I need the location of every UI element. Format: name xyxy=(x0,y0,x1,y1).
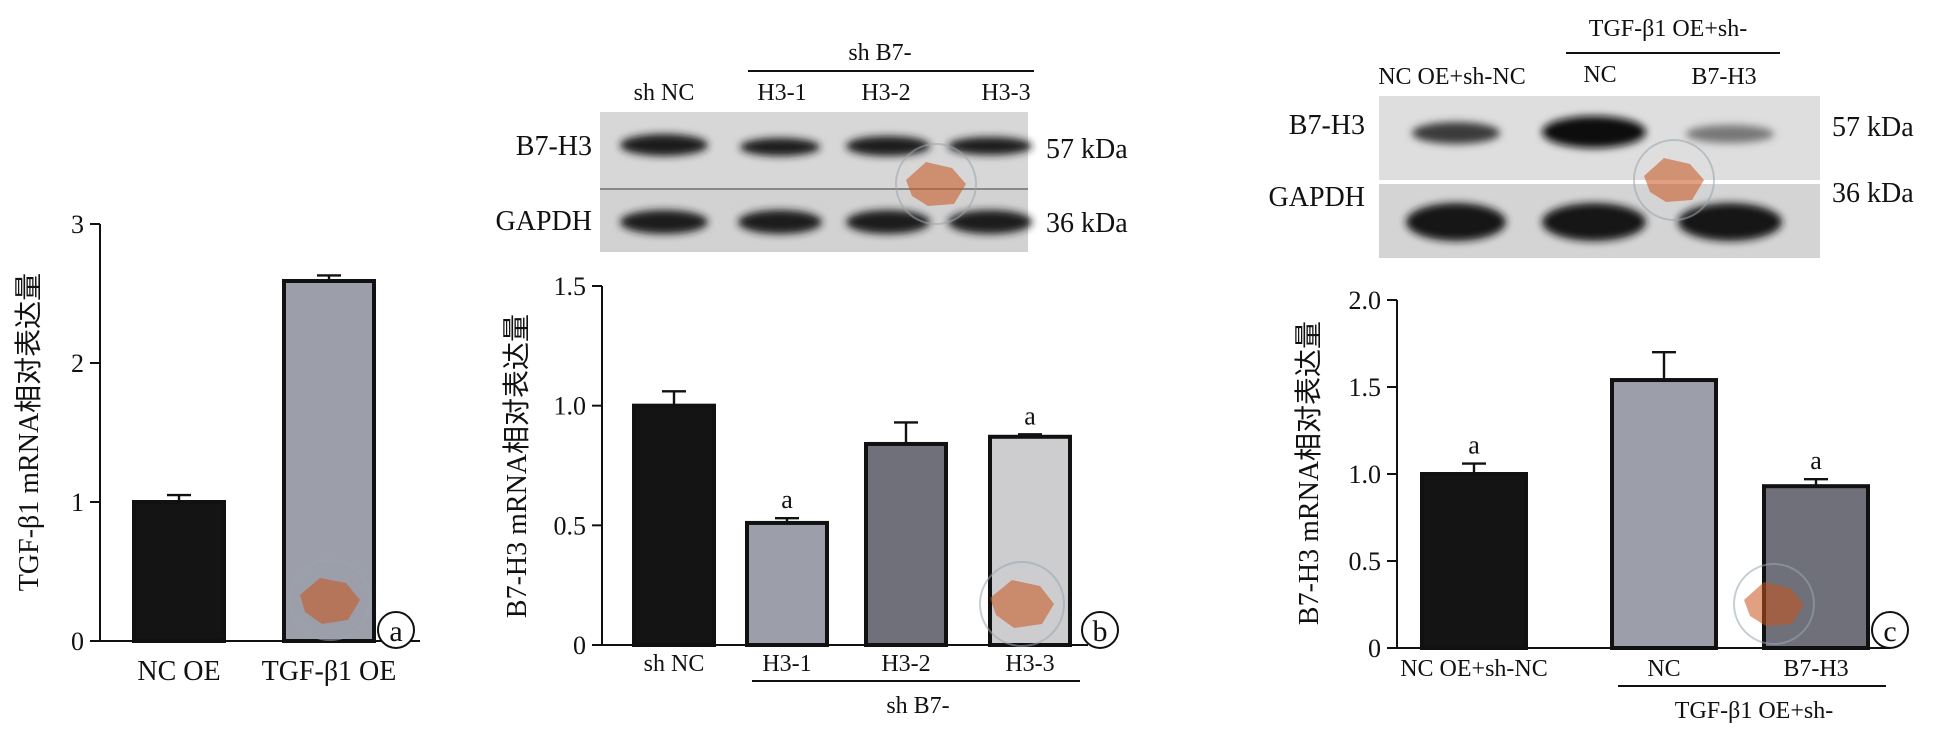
bar xyxy=(745,520,829,647)
y-tick-label: 0 xyxy=(71,627,84,656)
y-axis-label: B7-H3 mRNA相对表达量 xyxy=(1293,321,1325,625)
y-tick-label: 0.5 xyxy=(1349,547,1382,576)
blot-c-group-label: TGF-β1 OE+sh- xyxy=(1589,16,1747,42)
watermark-seal xyxy=(979,561,1065,647)
blot-b-lane-label: H3-2 xyxy=(861,80,910,106)
y-tick-label: 1.0 xyxy=(554,392,587,421)
x-tick-label: sh NC xyxy=(644,651,705,677)
y-tick-label: 0 xyxy=(573,631,586,660)
x-tick-label: NC xyxy=(1647,656,1680,682)
y-axis-label: B7-H3 mRNA相对表达量 xyxy=(501,314,533,618)
x-tick-label: TGF-β1 OE xyxy=(262,656,397,687)
blot-c-band xyxy=(1542,116,1646,148)
blot-c-lane-label: NC OE+sh-NC xyxy=(1378,64,1526,90)
panel-b-letter-text: b xyxy=(1093,615,1108,648)
blot-b-row-label: B7-H3 xyxy=(516,131,592,162)
blot-b-kda-label: 36 kDa xyxy=(1046,208,1128,239)
chart-b-group-label: sh B7- xyxy=(886,693,949,719)
x-tick-label: NC OE+sh-NC xyxy=(1400,656,1548,682)
y-tick-label: 2 xyxy=(71,349,84,378)
blot-b-band xyxy=(740,138,820,156)
blot-b-band xyxy=(620,134,708,156)
y-tick-label: 3 xyxy=(71,210,84,239)
blot-c-band xyxy=(1542,203,1646,241)
x-tick-label: B7-H3 xyxy=(1783,656,1848,682)
significance-label: a xyxy=(781,485,793,514)
watermark-seal xyxy=(1633,139,1715,221)
blot-c-band xyxy=(1406,203,1506,241)
blot-c-lane-label: B7-H3 xyxy=(1691,64,1756,90)
watermark-seal xyxy=(1733,563,1815,645)
blot-b-lane-label: H3-3 xyxy=(981,80,1030,106)
blot-b-kda-label: 57 kDa xyxy=(1046,134,1128,165)
significance-label: a xyxy=(1468,431,1480,460)
blot-c-row-label: B7-H3 xyxy=(1289,110,1365,141)
y-tick-label: 0.5 xyxy=(554,511,587,540)
blot-b-row-label: GAPDH xyxy=(496,206,592,237)
x-tick-label: NC OE xyxy=(137,656,220,687)
blot-b-group-label: sh B7- xyxy=(848,40,911,66)
blot-b-band xyxy=(846,136,930,156)
bar xyxy=(132,500,226,643)
y-tick-label: 1.5 xyxy=(1349,373,1382,402)
western-blot-b: sh NC H3-1 H3-2 H3-3 sh B7- B7-H3 GAPDH … xyxy=(496,40,1128,252)
chart-c: 0 0.5 1.0 1.5 2.0 B7-H3 mRNA相对表达量 a NC OE+sh-NC… xyxy=(1293,286,1890,682)
panel-c-letter-text: c xyxy=(1883,615,1896,648)
significance-label: a xyxy=(1810,446,1822,475)
blot-c-row-label: GAPDH xyxy=(1269,182,1365,213)
western-blot-c: TGF-β1 OE+sh- NC OE+sh-NC NC B7-H3 B7-H3… xyxy=(1269,16,1914,258)
blot-b-band xyxy=(948,210,1032,234)
blot-c-band xyxy=(1412,122,1500,144)
y-axis-label: TGF-β1 mRNA相对表达量 xyxy=(13,273,45,591)
significance-label: a xyxy=(1024,401,1036,430)
watermark-seal xyxy=(895,143,977,225)
y-tick-label: 1.5 xyxy=(554,272,587,301)
chart-a: 0 1 2 3 TGF-β1 mRNA相对表达量 NC OE TGF-β1 OE xyxy=(13,210,420,687)
bar xyxy=(632,403,716,647)
blot-c-band xyxy=(1678,203,1782,241)
x-tick-label: H3-1 xyxy=(762,651,811,677)
blot-c-band xyxy=(1686,125,1774,143)
watermark-seal xyxy=(289,559,371,641)
y-tick-label: 2.0 xyxy=(1349,286,1382,315)
bar xyxy=(1610,378,1718,650)
panel-a-letter-text: a xyxy=(389,615,402,648)
blot-b-band xyxy=(620,210,708,234)
x-tick-label: H3-3 xyxy=(1005,651,1054,677)
blot-c-kda-label: 36 kDa xyxy=(1832,178,1914,209)
panel-b-letter: b xyxy=(1081,611,1119,649)
chart-c-group-label: TGF-β1 OE+sh- xyxy=(1675,698,1833,724)
blot-b-band xyxy=(948,137,1032,155)
panel-c-letter: c xyxy=(1871,611,1909,649)
y-tick-label: 0 xyxy=(1368,634,1381,663)
bar xyxy=(1420,472,1528,650)
y-tick-label: 1 xyxy=(71,488,84,517)
panel-a-letter: a xyxy=(377,611,415,649)
blot-b-band xyxy=(738,210,822,234)
blot-c-kda-label: 57 kDa xyxy=(1832,112,1914,143)
panel-c: TGF-β1 OE+sh- NC OE+sh-NC NC B7-H3 B7-H3… xyxy=(1269,16,1915,724)
blot-b-lane-label: H3-1 xyxy=(757,80,806,106)
x-tick-label: H3-2 xyxy=(881,651,930,677)
blot-c-lane-label: NC xyxy=(1583,62,1616,88)
blot-b-band xyxy=(846,210,930,234)
y-tick-label: 1.0 xyxy=(1349,460,1382,489)
panel-a: 0 1 2 3 TGF-β1 mRNA相对表达量 NC OE TGF-β1 OE a xyxy=(13,210,420,687)
blot-b-lane-label: sh NC xyxy=(634,80,695,106)
bar xyxy=(864,441,948,647)
